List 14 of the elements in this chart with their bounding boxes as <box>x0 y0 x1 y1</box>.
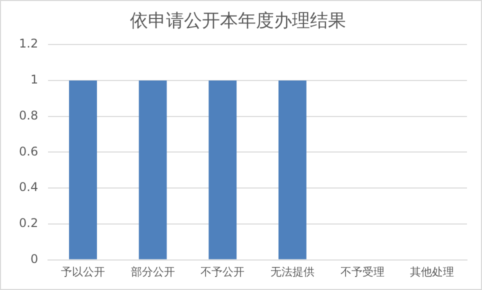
y-tick-label: 0.8 <box>18 108 38 122</box>
y-tick-label: 0.2 <box>18 216 38 230</box>
x-tick-label: 予以公开 <box>60 265 105 278</box>
x-tick-label: 部分公开 <box>130 265 175 278</box>
x-tick-label: 无法提供 <box>270 265 314 278</box>
chart-title: 依申请公开本年度办理结果 <box>130 10 346 32</box>
x-tick-label: 不予受理 <box>340 265 384 278</box>
x-tick-label: 不予公开 <box>200 265 245 278</box>
y-tick-label: 0.6 <box>18 144 38 158</box>
y-tick-label: 0.4 <box>18 180 38 194</box>
y-tick-label: 1 <box>30 72 38 87</box>
y-tick-label: 1.2 <box>18 36 38 51</box>
y-tick-label: 0 <box>30 252 38 266</box>
x-tick-label: 其他处理 <box>410 265 454 278</box>
